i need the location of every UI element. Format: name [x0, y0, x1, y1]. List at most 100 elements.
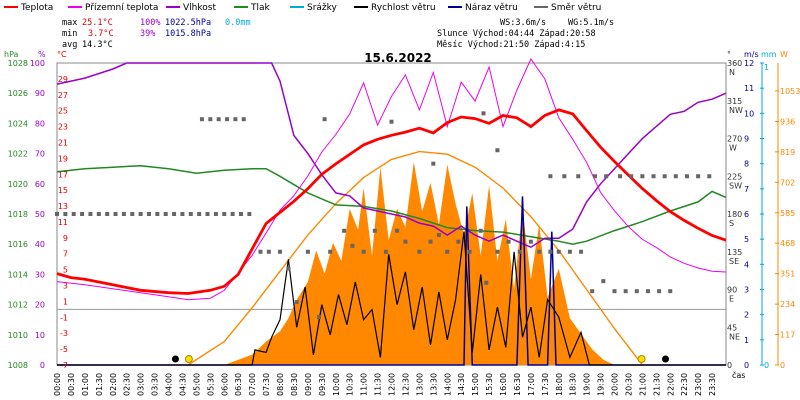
wind-direction-dot: [467, 249, 472, 254]
wind-direction-dot: [305, 249, 310, 254]
solar-radiation-area: [224, 162, 615, 365]
time-tick-label: 11:00: [360, 373, 369, 396]
wind-direction-dot: [197, 212, 202, 216]
time-tick-label: 13:00: [415, 373, 424, 396]
time-tick-label: 14:00: [443, 373, 452, 396]
humidity-tick-label: 60: [35, 180, 45, 189]
wind-direction-dot: [506, 239, 511, 244]
pressure-tick-label: 1016: [8, 240, 28, 249]
wind-direction-dot: [640, 174, 645, 179]
wind-direction-dot: [651, 174, 656, 179]
pressure-tick-label: 1008: [8, 361, 28, 370]
legend-label: Náraz větru: [465, 3, 518, 13]
time-tick-label: 03:30: [151, 373, 160, 396]
wind-direction-dot: [436, 232, 441, 237]
wind-direction-dot: [562, 174, 567, 179]
humidity-tick-label: 30: [35, 270, 45, 279]
wind-direction-dot: [537, 249, 542, 254]
temperature-tick-label: 9: [63, 234, 68, 243]
wind-tick-label: 10: [744, 109, 754, 118]
humidity-tick-label: 70: [35, 150, 45, 159]
info-wg: WG:5.1m/s: [568, 18, 614, 28]
radiation-tick-label: 117: [780, 331, 795, 340]
time-tick-label: 21:00: [638, 373, 647, 396]
wind-direction-dot: [205, 212, 210, 216]
temperature-tick-label: 13: [58, 202, 68, 211]
chart-title: 15.6.2022: [364, 51, 432, 65]
temperature-tick-label: -1: [60, 313, 68, 322]
temperature-tick-label: -7: [60, 361, 68, 370]
wind-direction-dot: [286, 266, 291, 271]
stats-min-label: min: [62, 29, 77, 39]
humidity-tick-label: 100: [30, 59, 45, 68]
time-tick-label: 06:00: [220, 373, 229, 396]
wind-tick-label: 3: [744, 286, 749, 295]
wind-tick-label: 0: [744, 361, 749, 370]
pressure-tick-label: 1014: [8, 270, 28, 279]
pressure-tick-label: 1018: [8, 210, 28, 219]
wind-direction-dot: [258, 249, 263, 254]
wind-direction-dot: [668, 289, 673, 294]
time-tick-label: 23:30: [708, 373, 717, 396]
wind-direction-dot: [208, 117, 213, 122]
series-lines: [56, 57, 727, 366]
time-tick-label: 01:00: [81, 373, 90, 396]
time-tick-label: 13:30: [429, 373, 438, 396]
wind-direction-dot: [604, 174, 609, 179]
time-tick-label: 22:00: [666, 373, 675, 396]
wind-direction-dot: [130, 212, 135, 216]
temperature-tick-label: 29: [58, 75, 68, 84]
temperature-tick-label: -5: [60, 345, 68, 354]
direction-tick-label: 180: [727, 210, 742, 219]
time-tick-label: 06:30: [234, 373, 243, 396]
time-tick-label: 16:00: [499, 373, 508, 396]
wind-direction-dot: [576, 174, 581, 179]
time-tick-label: 20:00: [611, 373, 620, 396]
axes: 1008101010121014101610181020102210241026…: [8, 59, 800, 396]
unit-hum: %: [38, 50, 46, 59]
direction-compass-label: NW: [729, 106, 743, 115]
wind-direction-dot: [361, 249, 366, 254]
wind-direction-dot: [428, 239, 433, 244]
humidity-tick-label: 10: [35, 331, 45, 340]
temperature-tick-label: 1: [63, 297, 68, 306]
unit-press: hPa: [4, 50, 19, 59]
wind-tick-label: 6: [744, 210, 749, 219]
wind-direction-dot: [146, 212, 151, 216]
legend-label: Teplota: [20, 3, 53, 13]
temperature-tick-label: 25: [58, 107, 68, 116]
time-tick-label: 04:00: [165, 373, 174, 396]
time-tick-label: 05:30: [206, 373, 215, 396]
stats-max-label: max: [62, 18, 77, 28]
wind-direction-dot: [478, 228, 483, 233]
sunrise-marker: [184, 355, 193, 363]
wind-direction-dot: [233, 117, 238, 122]
info-block: WS:3.6m/s WG:5.1m/s Slunce Východ:04:44 …: [437, 18, 614, 50]
unit-temp: °C: [57, 50, 67, 59]
wind-direction-dot: [294, 300, 299, 305]
wind-direction-dot: [495, 249, 500, 254]
wind-direction-dot: [662, 174, 667, 179]
wind-direction-dot: [517, 249, 522, 254]
direction-tick-label: 0: [727, 361, 732, 370]
wind-speed-line: [57, 231, 726, 366]
temperature-tick-label: 21: [58, 138, 68, 147]
unit-deg: °: [727, 50, 731, 59]
time-tick-label: 15:30: [485, 373, 494, 396]
wind-direction-dot: [88, 212, 93, 216]
direction-compass-label: N: [729, 68, 735, 77]
pressure-tick-label: 1022: [8, 150, 28, 159]
wind-direction-dot: [456, 239, 461, 244]
time-tick-label: 10:00: [332, 373, 341, 396]
wind-direction-dot: [403, 239, 408, 244]
wind-direction-dot: [612, 289, 617, 294]
solar-radiation-fill: [224, 162, 615, 365]
time-tick-label: 14:30: [457, 373, 466, 396]
wind-direction-dot: [80, 212, 85, 216]
legend-label: Přízemní teplota: [85, 3, 158, 13]
wind-direction-dot: [188, 212, 193, 216]
wind-tick-label: 1: [744, 336, 749, 345]
time-tick-label: 12:30: [401, 373, 410, 396]
wind-direction-dot: [222, 212, 227, 216]
